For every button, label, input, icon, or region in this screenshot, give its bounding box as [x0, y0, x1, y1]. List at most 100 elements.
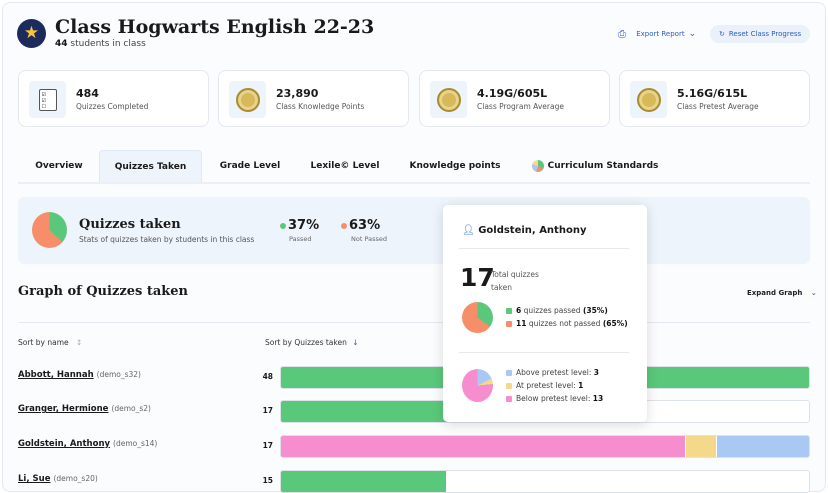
tab-overview[interactable]: Overview — [35, 161, 83, 171]
tooltip-pretest-legend: Above pretest level: 3 At pretest level:… — [506, 368, 603, 407]
user-icon: 👤︎ — [462, 225, 475, 236]
bar-segment — [281, 401, 468, 422]
student-count: 44 students in class — [55, 39, 146, 49]
printer-icon: ⎙ — [618, 28, 626, 40]
page-title: Class Hogwarts English 22-23 — [55, 16, 375, 38]
legend-not-passed: 11 quizzes not passed (65%) — [506, 319, 628, 328]
stat-card-knowledge-points: 23,890 Class Knowledge Points — [218, 70, 409, 127]
quizzes-summary-panel: Quizzes taken Stats of quizzes taken by … — [18, 197, 810, 264]
tab-knowledge-points[interactable]: Knowledge points — [409, 161, 501, 171]
quiz-checklist-icon: ☑ ☑ ☐ — [29, 81, 66, 118]
sort-icon: ↕ — [76, 338, 83, 347]
quiz-bar[interactable] — [280, 435, 810, 458]
passed-stat: 37% — [280, 218, 319, 233]
medal-icon — [430, 81, 467, 118]
summary-subtitle: Stats of quizzes taken by students in th… — [79, 235, 255, 244]
stat-card-program-average: 4.19G/605L Class Program Average — [419, 70, 610, 127]
student-id: (demo_s32) — [96, 370, 141, 379]
total-label-2: taken — [491, 283, 512, 292]
curriculum-pie-icon — [531, 160, 544, 172]
stat-value: 4.19G/605L — [477, 87, 548, 100]
stat-label: Class Knowledge Points — [276, 102, 365, 111]
legend-above: Above pretest level: 3 — [506, 368, 603, 377]
chevron-down-icon: ⌄ — [688, 29, 697, 39]
expand-graph-label: Expand Graph — [747, 289, 803, 297]
summary-title: Quizzes taken — [79, 217, 181, 232]
tab-curriculum-standards[interactable]: Curriculum Standards — [530, 150, 660, 182]
stat-label: Quizzes Completed — [76, 102, 149, 111]
stat-value: 5.16G/615L — [677, 87, 748, 100]
stat-label: Class Pretest Average — [677, 102, 759, 111]
medal-icon — [630, 81, 667, 118]
bar-segment-below — [281, 436, 685, 457]
refresh-icon: ↻ — [719, 30, 725, 38]
summary-pie-chart — [32, 212, 67, 248]
student-id: (demo_s14) — [113, 439, 158, 448]
quiz-count: 17 — [262, 441, 273, 450]
student-link[interactable]: Abbott, Hannah — [18, 370, 94, 380]
tooltip-student: 👤︎ Goldstein, Anthony — [462, 225, 586, 236]
student-tooltip: 👤︎ Goldstein, Anthony 17 Total quizzes ta… — [443, 205, 647, 422]
export-report-button[interactable]: ⎙ Export Report ⌄ — [614, 25, 700, 43]
student-row-name: Li, Sue (demo_s20) — [18, 474, 98, 484]
class-logo-star-icon: ★ — [17, 19, 46, 48]
sort-by-quizzes-button[interactable]: Sort by Quizzes taken ↓ — [265, 338, 359, 347]
tooltip-total-label: Total quizzes taken — [491, 268, 539, 294]
tab-label: Curriculum Standards — [547, 161, 659, 171]
quiz-bar[interactable] — [280, 470, 810, 493]
tab-lexile-level[interactable]: Lexile© Level — [310, 161, 380, 171]
legend-at: At pretest level: 1 — [506, 381, 603, 390]
legend-below: Below pretest level: 13 — [506, 394, 603, 403]
quiz-count: 48 — [262, 372, 273, 381]
student-id: (demo_s2) — [111, 404, 151, 413]
tooltip-student-name: Goldstein, Anthony — [478, 225, 587, 236]
expand-graph-button[interactable]: Expand Graph ⌄ — [747, 289, 817, 297]
tooltip-passed-pie — [462, 302, 493, 333]
tab-quizzes-taken[interactable]: Quizzes Taken — [99, 150, 202, 182]
stat-value: 23,890 — [276, 87, 319, 100]
passed-pct: 37% — [288, 218, 320, 233]
bar-segment-above — [715, 436, 809, 457]
student-id: (demo_s20) — [53, 474, 98, 483]
stat-card-quizzes: ☑ ☑ ☐ 484 Quizzes Completed — [18, 70, 209, 127]
quiz-count: 17 — [262, 406, 273, 415]
student-row-name: Abbott, Hannah (demo_s32) — [18, 370, 141, 380]
student-count-label: students in class — [70, 39, 146, 49]
student-row-name: Granger, Hermione (demo_s2) — [18, 404, 151, 414]
total-label-1: Total quizzes — [491, 270, 539, 279]
sort-by-name-button[interactable]: Sort by name ↕ — [18, 338, 82, 347]
student-link[interactable]: Goldstein, Anthony — [18, 439, 111, 449]
tooltip-total: 17 — [460, 263, 495, 292]
student-count-value: 44 — [55, 39, 68, 49]
quiz-count: 15 — [262, 476, 273, 485]
stat-value: 484 — [76, 87, 99, 100]
reset-class-progress-button[interactable]: ↻ Reset Class Progress — [710, 25, 811, 43]
tooltip-divider — [459, 248, 629, 249]
stat-card-pretest-average: 5.16G/615L Class Pretest Average — [619, 70, 810, 127]
tab-grade-level[interactable]: Grade Level — [219, 161, 281, 171]
passed-label: Passed — [289, 235, 312, 243]
not-passed-label: Not Passed — [351, 235, 387, 243]
tooltip-passed-legend: 6 quizzes passed (35%) 11 quizzes not pa… — [506, 306, 628, 332]
graph-divider — [18, 322, 810, 323]
student-row-name: Goldstein, Anthony (demo_s14) — [18, 439, 157, 449]
not-passed-stat: 63% — [341, 218, 380, 233]
sort-desc-icon: ↓ — [352, 338, 359, 347]
student-link[interactable]: Li, Sue — [18, 474, 51, 484]
tooltip-divider — [459, 352, 629, 353]
tooltip-pretest-pie — [462, 369, 493, 402]
legend-passed: 6 quizzes passed (35%) — [506, 306, 628, 315]
sort-quizzes-label: Sort by Quizzes taken — [265, 338, 347, 347]
tab-divider — [18, 182, 810, 184]
sort-name-label: Sort by name — [18, 338, 69, 347]
not-passed-pct: 63% — [349, 218, 381, 233]
student-link[interactable]: Granger, Hermione — [18, 404, 109, 414]
chevron-down-icon: ⌄ — [810, 289, 817, 297]
stat-label: Class Program Average — [477, 102, 564, 111]
graph-title: Graph of Quizzes taken — [18, 284, 188, 299]
medal-icon — [229, 81, 266, 118]
bar-segment — [281, 471, 446, 492]
export-report-label: Export Report — [636, 30, 685, 38]
reset-label: Reset Class Progress — [728, 30, 802, 38]
bar-segment-at — [684, 436, 716, 457]
